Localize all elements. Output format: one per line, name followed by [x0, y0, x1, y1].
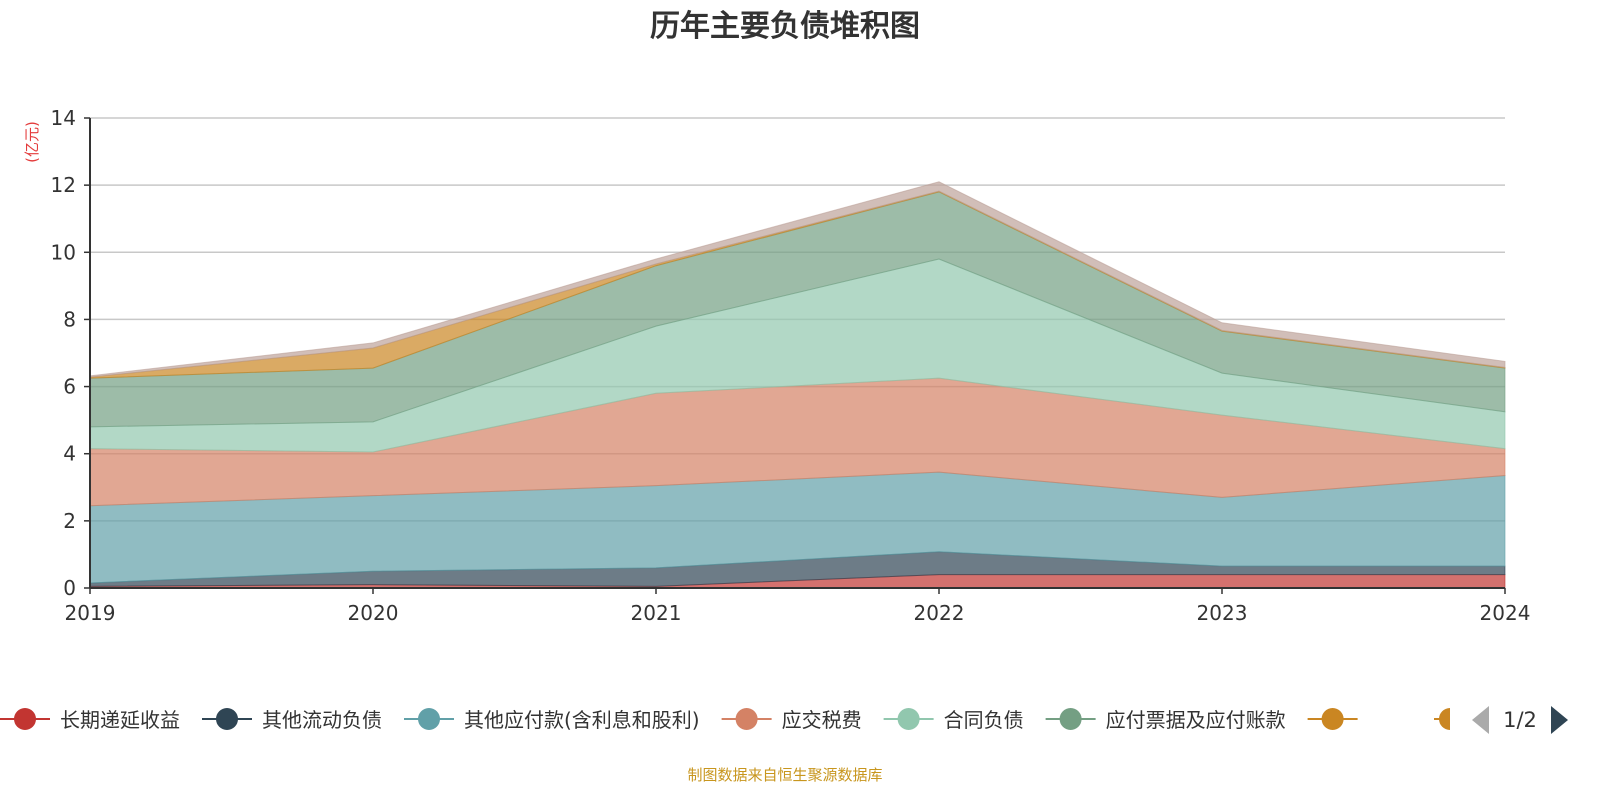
legend-pager-bg — [1438, 695, 1600, 745]
legend-item[interactable]: 长期递延收益 — [0, 708, 180, 732]
x-tick-label: 2024 — [1480, 601, 1531, 625]
y-tick-label: 14 — [51, 106, 76, 130]
legend-item[interactable]: 应付票据及应付账款 — [1045, 708, 1286, 732]
chart-title: 历年主要负债堆积图 — [650, 9, 920, 44]
legend-circle-icon — [735, 708, 758, 730]
legend-label: 其他流动负债 — [262, 708, 382, 732]
legend-item[interactable]: 合同负债 — [883, 708, 1024, 732]
legend-circle-icon — [418, 708, 440, 730]
legend-item[interactable]: 应交税费 — [721, 708, 862, 732]
next-page-icon[interactable] — [1551, 706, 1568, 734]
legend-label: 其他应付款(含利息和股利) — [464, 708, 700, 732]
legend-item[interactable]: 其他流动负债 — [202, 708, 382, 732]
legend-circle-icon — [216, 708, 238, 730]
prev-page-icon[interactable] — [1472, 706, 1489, 734]
legend-label: 应付票据及应付账款 — [1106, 708, 1286, 732]
legend-circle-icon — [14, 708, 36, 730]
legend-label: 应交税费 — [782, 708, 862, 732]
y-tick-label: 10 — [51, 240, 76, 264]
y-axis-label: (亿元) — [23, 121, 41, 163]
y-tick-label: 8 — [63, 307, 76, 331]
y-tick-label: 0 — [63, 576, 76, 600]
source-footer: 制图数据来自恒生聚源数据库 — [687, 766, 882, 784]
legend-circle-icon — [897, 708, 920, 730]
legend-label: 合同负债 — [944, 708, 1024, 732]
y-tick-label: 4 — [63, 442, 76, 466]
y-tick-label: 12 — [51, 173, 76, 197]
y-tick-label: 2 — [63, 509, 76, 533]
legend-circle-icon — [1439, 708, 1450, 730]
legend-item[interactable]: 其他应付款(含利息和股利) — [404, 708, 700, 732]
legend-item[interactable] — [1307, 708, 1358, 730]
x-tick-label: 2023 — [1197, 601, 1248, 625]
x-tick-label: 2021 — [631, 601, 682, 625]
y-tick-label: 6 — [63, 375, 76, 399]
legend-circle-icon — [1059, 708, 1082, 730]
x-tick-label: 2020 — [348, 601, 399, 625]
legend-circle-icon — [1321, 708, 1344, 730]
legend-label: 长期递延收益 — [60, 708, 180, 732]
x-tick-label: 2022 — [914, 601, 965, 625]
area-series-7 — [89, 181, 1506, 378]
legend-page-indicator: 1/2 — [1503, 708, 1537, 732]
x-tick-label: 2019 — [65, 601, 116, 625]
